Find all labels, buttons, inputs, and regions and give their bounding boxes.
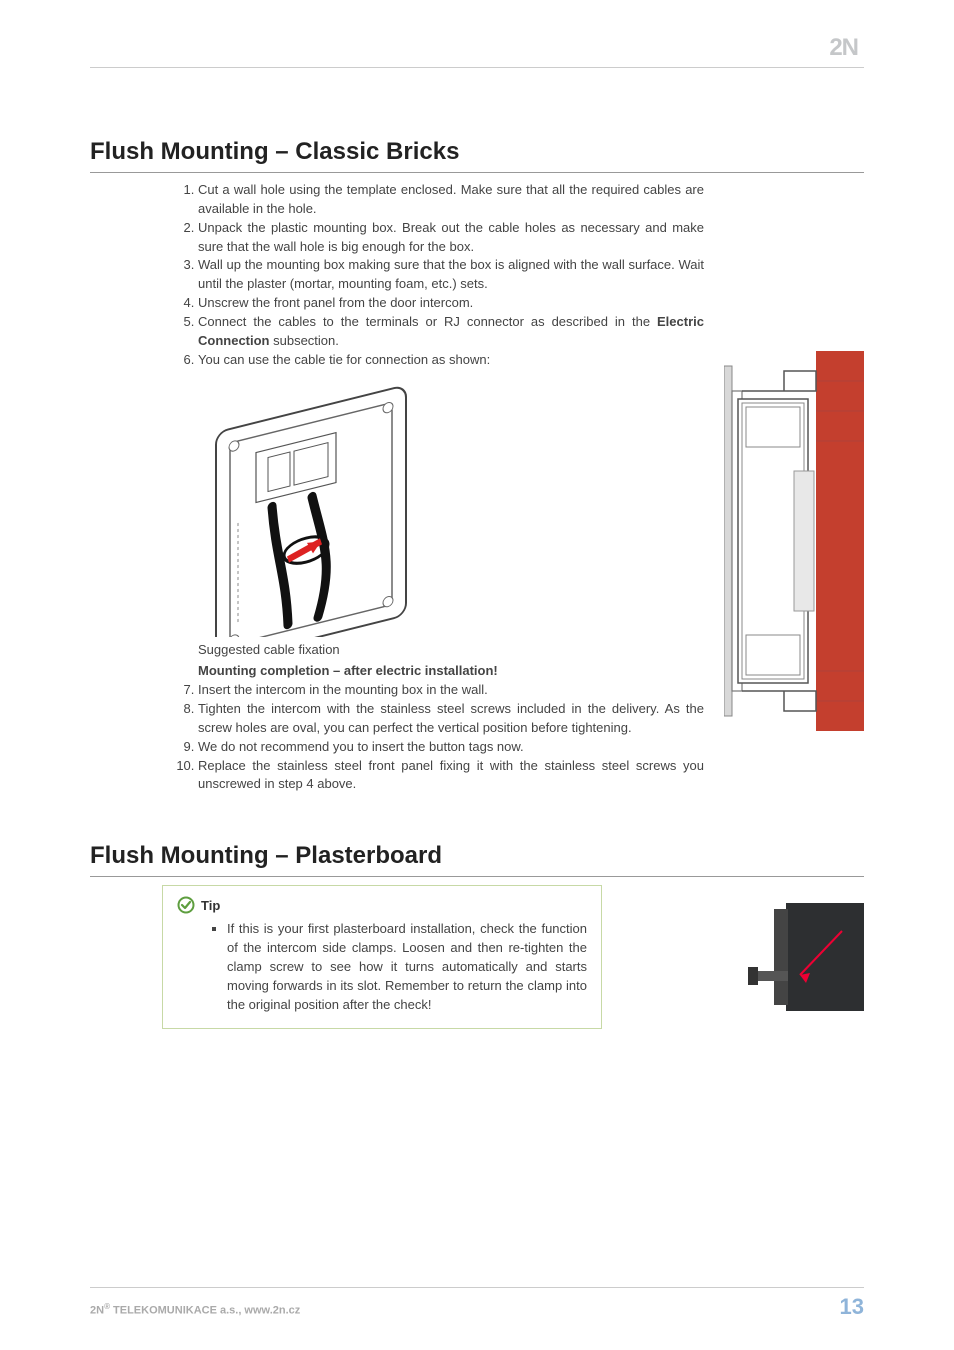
step-1: Cut a wall hole using the template enclo… [198,181,704,219]
tip-box: Tip If this is your first plasterboard i… [162,885,602,1029]
mounting-completion-note: Mounting completion – after electric ins… [198,662,704,681]
wall-cross-section-figure [724,181,864,794]
footer-left: 2N® TELEKOMUNIKACE a.s., www.2n.cz [90,1302,300,1317]
figure-caption: Suggested cable fixation [198,641,704,660]
tip-label: Tip [201,898,220,913]
clamp-figure [724,877,864,1022]
top-bar: 2N [90,30,864,68]
page-footer: 2N® TELEKOMUNIKACE a.s., www.2n.cz 13 [90,1287,864,1320]
step-7: Insert the intercom in the mounting box … [198,681,704,700]
step-5: Connect the cables to the terminals or R… [198,313,704,351]
brand-logo: 2N [829,34,864,62]
step-6: You can use the cable tie for connection… [198,351,704,682]
step-2: Unpack the plastic mounting box. Break o… [198,219,704,257]
step-8: Tighten the intercom with the stainless … [198,700,704,738]
step-9: We do not recommend you to insert the bu… [198,738,704,757]
section1-title: Flush Mounting – Classic Bricks [90,138,864,173]
page-number: 13 [840,1294,864,1320]
steps-list-1: Cut a wall hole using the template enclo… [162,181,704,794]
tip-text: If this is your first plasterboard insta… [227,920,587,1014]
section2-title: Flush Mounting – Plasterboard [90,842,864,877]
step-4: Unscrew the front panel from the door in… [198,294,704,313]
cable-fixation-figure [198,377,704,637]
step-10: Replace the stainless steel front panel … [198,757,704,795]
check-circle-icon [177,896,195,914]
step-3: Wall up the mounting box making sure tha… [198,256,704,294]
